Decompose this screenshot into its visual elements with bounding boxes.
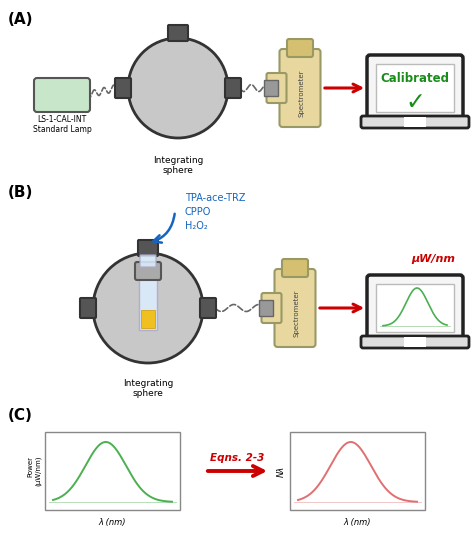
FancyBboxPatch shape [141,310,155,328]
FancyBboxPatch shape [264,80,279,96]
FancyBboxPatch shape [361,116,469,128]
FancyBboxPatch shape [45,432,180,510]
FancyBboxPatch shape [404,117,426,127]
Text: TPA-ace-TRZ
CPPO
H₂O₂: TPA-ace-TRZ CPPO H₂O₂ [185,193,246,231]
FancyBboxPatch shape [404,337,426,347]
FancyBboxPatch shape [225,78,241,98]
Text: Spectrometer: Spectrometer [294,289,300,337]
Text: Calibrated: Calibrated [381,72,449,86]
Text: Eqns. 2-3: Eqns. 2-3 [210,453,264,463]
FancyBboxPatch shape [262,293,282,323]
Text: LS-1-CAL-INT
Standard Lamp: LS-1-CAL-INT Standard Lamp [33,115,91,135]
FancyBboxPatch shape [259,300,273,316]
Text: Integrating
sphere: Integrating sphere [123,379,173,398]
FancyBboxPatch shape [290,432,425,510]
Text: (A): (A) [8,12,34,27]
FancyBboxPatch shape [115,78,131,98]
Text: (C): (C) [8,408,33,423]
FancyBboxPatch shape [287,39,313,57]
Text: Integrating
sphere: Integrating sphere [153,156,203,175]
FancyBboxPatch shape [274,269,316,347]
Text: λ (nm): λ (nm) [99,518,126,527]
FancyBboxPatch shape [376,284,454,332]
FancyBboxPatch shape [140,255,156,267]
FancyBboxPatch shape [266,73,286,103]
Text: Spectrometer: Spectrometer [299,69,305,117]
Text: Nλ: Nλ [277,465,286,477]
FancyBboxPatch shape [282,259,308,277]
Circle shape [128,38,228,138]
FancyBboxPatch shape [361,336,469,348]
Text: (B): (B) [8,185,33,200]
FancyBboxPatch shape [280,49,320,127]
Circle shape [93,253,203,363]
FancyBboxPatch shape [367,55,463,121]
Text: μW/nm: μW/nm [411,254,455,264]
Text: λ (nm): λ (nm) [344,518,371,527]
FancyBboxPatch shape [34,78,90,112]
FancyBboxPatch shape [138,240,158,256]
FancyBboxPatch shape [135,262,161,280]
Text: Power
(μW/nm): Power (μW/nm) [27,456,41,486]
FancyBboxPatch shape [376,64,454,112]
FancyBboxPatch shape [200,298,216,318]
Text: ✓: ✓ [405,90,425,114]
FancyBboxPatch shape [139,278,157,330]
FancyBboxPatch shape [168,25,188,41]
FancyBboxPatch shape [80,298,96,318]
FancyBboxPatch shape [367,275,463,341]
